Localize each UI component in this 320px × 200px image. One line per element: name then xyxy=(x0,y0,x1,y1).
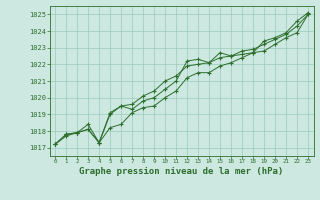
X-axis label: Graphe pression niveau de la mer (hPa): Graphe pression niveau de la mer (hPa) xyxy=(79,167,284,176)
